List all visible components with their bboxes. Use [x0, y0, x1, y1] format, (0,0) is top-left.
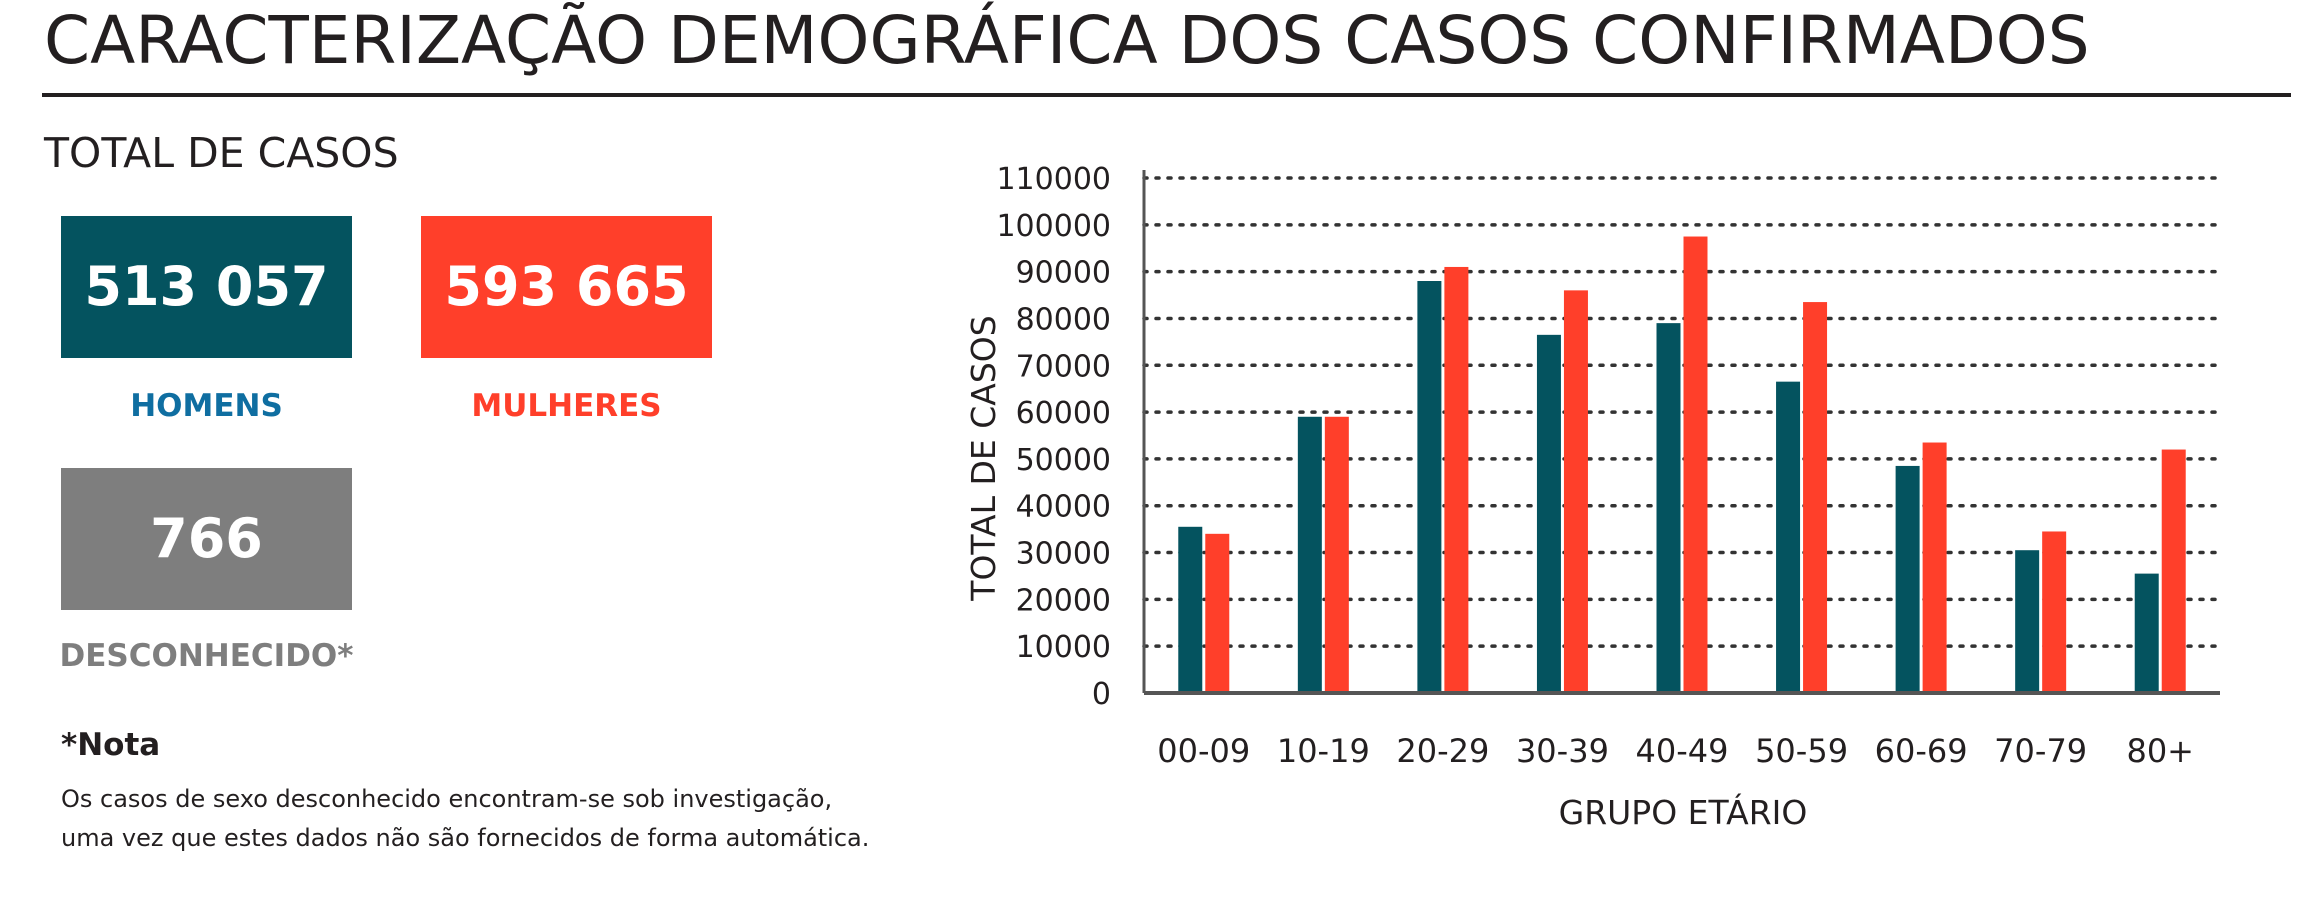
x-tick-label: 70-79 — [1994, 732, 2087, 770]
bar-series2-80+ — [2161, 449, 2186, 693]
women-total-box: 593 665 — [421, 216, 712, 358]
y-tick-labels: 0 10000 20000 30000 40000 50000 60000 70000 8000… — [996, 162, 1111, 712]
bar-series1-00-09 — [1178, 526, 1203, 693]
women-total-value: 593 665 — [444, 255, 689, 318]
bar-series2-20-29 — [1444, 266, 1469, 693]
x-tick-label: 80+ — [2126, 732, 2194, 770]
bars — [1178, 236, 2186, 694]
x-tick-label: 20-29 — [1396, 732, 1489, 770]
note-line-1: Os casos de sexo desconhecido encontram-… — [61, 785, 833, 813]
bar-series1-40-49 — [1656, 323, 1681, 693]
men-total-value: 513 057 — [84, 255, 329, 318]
bar-series1-30-39 — [1536, 334, 1561, 693]
y-tick-label: 60000 — [1016, 396, 1111, 431]
bar-series2-00-09 — [1205, 533, 1230, 693]
unknown-label: DESCONHECIDO* — [59, 638, 354, 674]
women-label: MULHERES — [471, 388, 662, 424]
grid-lines — [1142, 176, 2222, 648]
bar-series2-70-79 — [2042, 531, 2067, 693]
bar-series2-30-39 — [1563, 290, 1588, 693]
y-tick-label: 70000 — [1016, 349, 1111, 384]
total-cases-title: TOTAL DE CASOS — [44, 129, 399, 177]
y-tick-label: 0 — [1092, 677, 1111, 712]
men-total-box: 513 057 — [61, 216, 352, 358]
bar-series1-60-69 — [1895, 465, 1920, 693]
y-axis-title: TOTAL DE CASOS — [964, 315, 1003, 601]
x-tick-label: 00-09 — [1157, 732, 1250, 770]
note-title: *Nota — [61, 727, 161, 763]
bar-series2-50-59 — [1803, 302, 1828, 693]
y-tick-label: 30000 — [1016, 537, 1111, 572]
bar-series1-10-19 — [1297, 416, 1322, 693]
bar-series1-70-79 — [2015, 550, 2040, 693]
y-tick-label: 50000 — [1016, 443, 1111, 478]
bar-series1-20-29 — [1417, 281, 1442, 693]
page-title: CARACTERIZAÇÃO DEMOGRÁFICA DOS CASOS CON… — [44, 2, 2090, 79]
bar-series2-40-49 — [1683, 236, 1708, 694]
y-tick-label: 20000 — [1016, 583, 1111, 618]
x-axis-title: GRUPO ETÁRIO — [1559, 792, 1808, 832]
men-label: HOMENS — [130, 388, 283, 424]
x-tick-label: 60-69 — [1875, 732, 1968, 770]
unknown-total-box: 766 — [61, 468, 352, 610]
bar-series1-80+ — [2134, 573, 2159, 693]
y-tick-label: 80000 — [1016, 302, 1111, 337]
note-line-2: uma vez que estes dados não são fornecid… — [61, 824, 870, 852]
y-tick-label: 100000 — [996, 209, 1111, 244]
bar-series2-10-19 — [1324, 416, 1349, 693]
x-tick-label: 50-59 — [1755, 732, 1848, 770]
title-divider — [42, 93, 2291, 97]
x-tick-label: 40-49 — [1636, 732, 1729, 770]
unknown-total-value: 766 — [150, 507, 263, 570]
x-tick-label: 10-19 — [1277, 732, 1370, 770]
y-tick-label: 110000 — [996, 162, 1111, 197]
y-tick-label: 10000 — [1016, 630, 1111, 665]
y-tick-label: 90000 — [1016, 256, 1111, 291]
y-tick-label: 40000 — [1016, 490, 1111, 525]
bar-series2-60-69 — [1922, 442, 1947, 693]
axes — [1142, 170, 2220, 695]
x-tick-labels: 00-09 10-19 20-29 30-39 40-49 50-59 60-69 70-79… — [1157, 732, 2194, 770]
x-tick-label: 30-39 — [1516, 732, 1609, 770]
bar-series1-50-59 — [1776, 381, 1801, 693]
